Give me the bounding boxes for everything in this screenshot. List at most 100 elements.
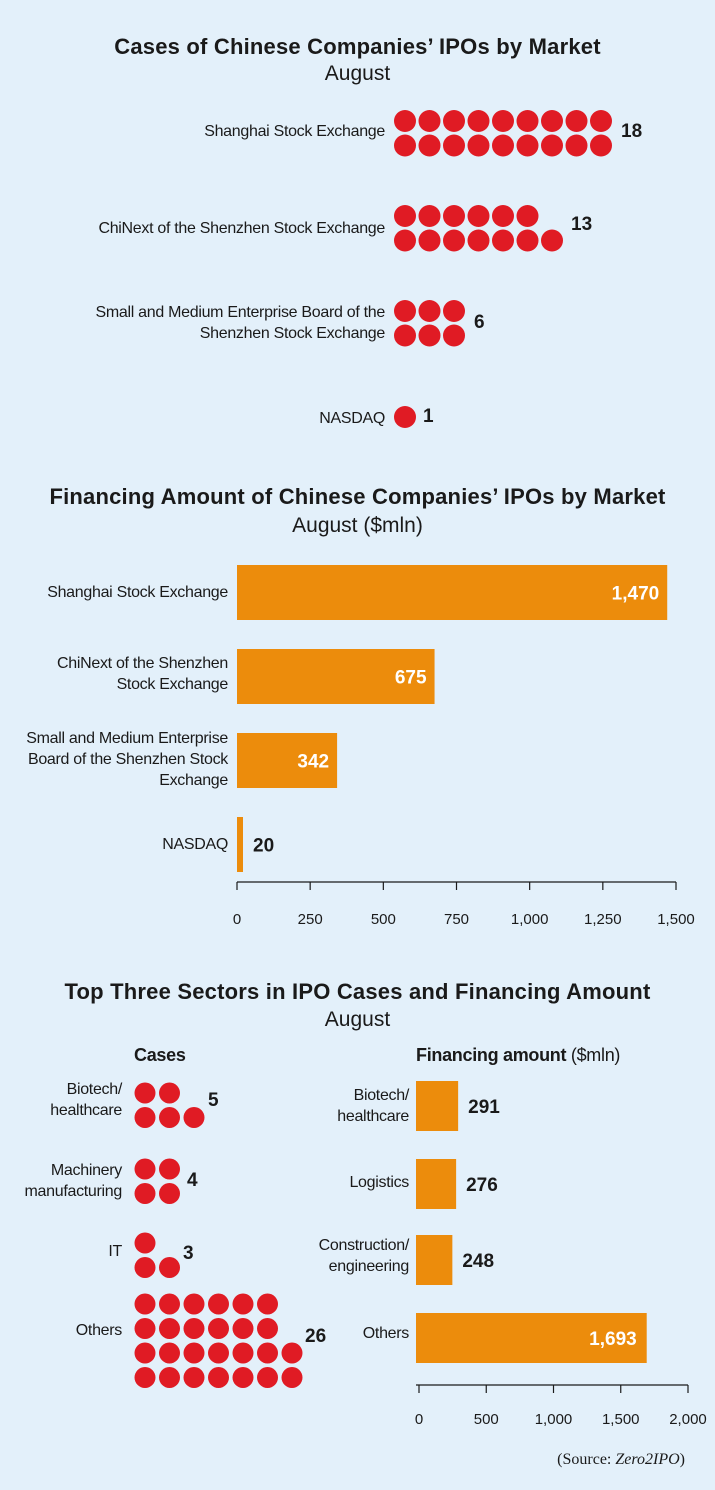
c1-shanghai-dot	[418, 110, 441, 132]
c1-count-nasdaq: 1	[423, 406, 434, 427]
c3-dot	[208, 1293, 229, 1315]
c1-shanghai-dot	[565, 134, 588, 157]
c1-count-chinext: 13	[571, 214, 593, 235]
c1-sme-dot	[418, 324, 441, 347]
c1-chinext-dot	[541, 229, 563, 252]
c3-dot	[159, 1293, 180, 1315]
c3-dot	[159, 1082, 180, 1104]
c1-sme-dot	[443, 300, 465, 322]
c4-value-label: 248	[462, 1251, 494, 1272]
c3-dot	[257, 1367, 278, 1388]
c4-bar	[416, 1081, 459, 1131]
c3-dot	[159, 1318, 180, 1339]
c2-bar	[237, 817, 243, 872]
c3-dot	[134, 1318, 156, 1339]
c1-chinext-dot	[418, 205, 441, 227]
c1-count-sme: 6	[474, 312, 485, 333]
c1-shanghai-dot	[590, 134, 612, 157]
c3-dot	[134, 1293, 156, 1315]
c1-label-chinext: ChiNext of the Shenzhen Stock Exchange	[98, 220, 385, 237]
c2-label-sme: Small and Medium Enterprise Board of the…	[26, 730, 228, 789]
chart2-title: Financing Amount of Chinese Companies’ I…	[49, 484, 666, 509]
c3-label-machinery: Machinery manufacturing	[24, 1162, 123, 1200]
c1-shanghai-dot	[467, 134, 490, 157]
c1-label-sme: Small and Medium Enterprise Board of the…	[95, 304, 386, 342]
c1-chinext-dot	[394, 205, 416, 227]
c2-tick-label: 1,000	[511, 911, 549, 928]
c4-financing-header-text: Financing amount	[416, 1045, 567, 1065]
c3-dot	[159, 1342, 180, 1364]
c3-dot	[159, 1183, 180, 1204]
c3-count-others: 26	[305, 1326, 327, 1347]
c3-dot	[159, 1367, 180, 1388]
c1-shanghai-dot	[443, 110, 465, 132]
c1-shanghai-dot	[394, 110, 416, 132]
c3-dot	[134, 1367, 156, 1388]
c3-dot	[134, 1232, 156, 1254]
chart2-subtitle: August ($mln)	[292, 514, 423, 537]
c3-dot	[159, 1158, 180, 1180]
c1-shanghai-dot	[541, 110, 563, 132]
c1-chinext-dot	[467, 229, 490, 252]
c3-dot	[281, 1367, 303, 1388]
c2-label-chinext: ChiNext of the Shenzhen Stock Exchange	[57, 655, 228, 693]
chart3-dots-and-bars: 291 276 248 1,693 0 500 1,000 1,500 2,000	[134, 1081, 707, 1428]
c4-tick-label: 2,000	[669, 1411, 707, 1428]
c3-dot	[183, 1367, 205, 1388]
source-note: (Source: Zero2IPO)	[557, 1451, 685, 1469]
c3-dot	[183, 1318, 205, 1339]
c2-label-nasdaq: NASDAQ	[162, 836, 228, 853]
chart2-bars: 1,470 675 342 20 0 250 500 750 1,000 1,250 1,500	[233, 565, 695, 928]
c3-dot	[232, 1367, 254, 1388]
c3-dot	[134, 1257, 156, 1278]
source-name: Zero2IPO	[615, 1451, 680, 1468]
c3-dot	[257, 1342, 278, 1364]
chart3-subtitle: August	[324, 1008, 391, 1031]
source-suffix: )	[679, 1451, 685, 1468]
c3-label-it: IT	[108, 1243, 122, 1260]
c1-count-shanghai: 18	[621, 121, 643, 142]
c1-chinext-dot	[443, 205, 465, 227]
c4-tick-label: 1,000	[535, 1411, 573, 1428]
c3-dot	[183, 1107, 205, 1128]
c4-label-others: Others	[362, 1325, 410, 1342]
c1-chinext-dot	[492, 229, 514, 252]
chart1-subtitle: August	[324, 62, 391, 85]
c1-shanghai-dot	[492, 110, 514, 132]
c2-tick-label: 0	[233, 911, 241, 928]
c1-shanghai-dot	[492, 134, 514, 157]
c1-shanghai-dot	[590, 110, 612, 132]
chart3-title: Top Three Sectors in IPO Cases and Finan…	[64, 979, 651, 1004]
c3-dot	[159, 1257, 180, 1278]
c2-tick-label: 1,250	[584, 911, 622, 928]
c2-bar	[237, 649, 435, 704]
c1-chinext-dot	[418, 229, 441, 252]
c4-tick-label: 0	[415, 1411, 423, 1428]
c1-chinext-dot	[492, 205, 514, 227]
c1-label-nasdaq: NASDAQ	[319, 410, 385, 427]
c3-dot	[183, 1293, 205, 1315]
c3-dot	[232, 1318, 254, 1339]
c3-label-others: Others	[75, 1322, 123, 1339]
c2-value-label: 1,470	[612, 584, 660, 605]
c1-sme-dot	[443, 324, 465, 347]
source-prefix: (Source:	[557, 1451, 616, 1468]
c4-value-label: 291	[468, 1097, 500, 1118]
c3-count-biotech: 5	[208, 1090, 219, 1111]
c3-dot	[134, 1158, 156, 1180]
c3-dot	[257, 1318, 278, 1339]
c3-count-it: 3	[183, 1243, 194, 1264]
c2-value-label: 675	[395, 668, 427, 689]
c2-bar	[237, 565, 668, 620]
chart1-dots	[394, 110, 612, 428]
c2-label-shanghai: Shanghai Stock Exchange	[47, 584, 228, 601]
c3-label-biotech: Biotech/ healthcare	[50, 1081, 122, 1119]
c4-label-construction: Construction/ engineering	[318, 1237, 410, 1275]
c1-chinext-dot	[516, 205, 539, 227]
c2-tick-label: 250	[298, 911, 323, 928]
c3-count-machinery: 4	[187, 1170, 198, 1191]
c2-bar	[237, 733, 338, 788]
c3-dot	[208, 1367, 229, 1388]
c3-dot	[257, 1293, 278, 1315]
c4-label-logistics: Logistics	[349, 1174, 409, 1191]
